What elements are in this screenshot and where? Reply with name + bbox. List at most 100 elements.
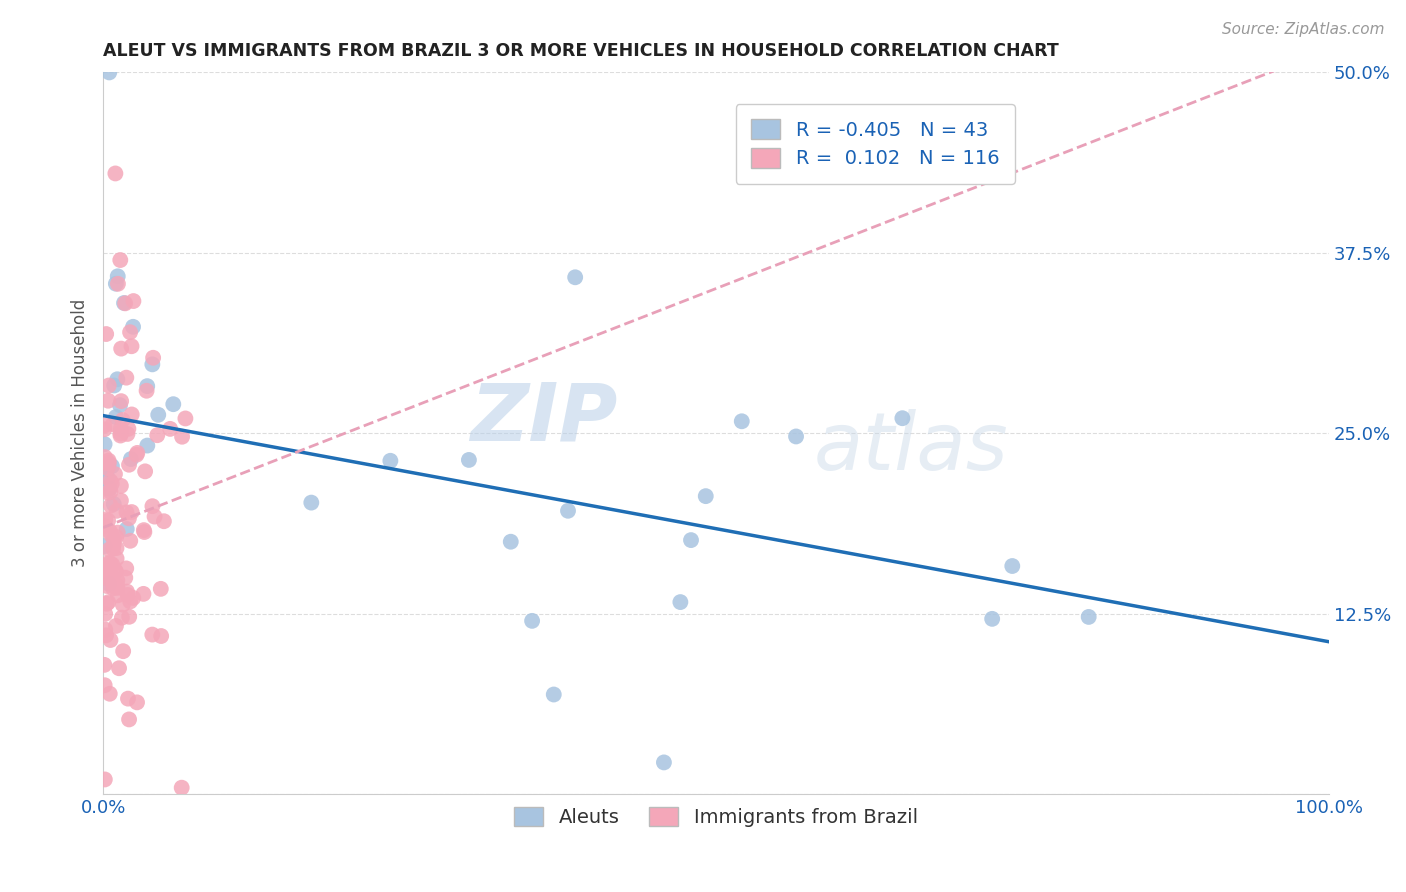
Point [162, 397, 184, 411]
Point [98, 568, 121, 582]
Point [94, 772, 117, 787]
Point [136, 379, 159, 393]
Point [115, 370, 138, 384]
Point [557, 504, 579, 518]
Point [108, 398, 131, 412]
Point [118, 458, 141, 472]
Point [97, 556, 120, 570]
Point [101, 417, 124, 432]
Point [105, 530, 128, 544]
Point [100, 632, 122, 647]
Point [98, 524, 121, 539]
Point [499, 534, 522, 549]
Point [107, 269, 129, 284]
Point [118, 713, 141, 727]
Point [117, 426, 139, 441]
Point [543, 688, 565, 702]
Point [120, 452, 142, 467]
Point [118, 511, 141, 525]
Point [105, 372, 128, 386]
Point [1001, 559, 1024, 574]
Point [97, 485, 120, 500]
Point [120, 533, 142, 548]
Point [93, 539, 115, 553]
Point [118, 609, 141, 624]
Point [679, 533, 702, 547]
Point [110, 493, 132, 508]
Point [146, 428, 169, 442]
Point [97, 461, 120, 475]
Point [107, 525, 129, 540]
Point [141, 499, 163, 513]
Point [132, 587, 155, 601]
Point [101, 582, 124, 596]
Point [100, 499, 122, 513]
Text: ZIP: ZIP [471, 380, 617, 458]
Point [117, 422, 139, 436]
Point [105, 541, 128, 555]
Point [105, 574, 128, 588]
Point [120, 325, 142, 339]
Point [103, 378, 125, 392]
Point [93, 422, 115, 436]
Point [299, 495, 322, 509]
Point [153, 514, 176, 528]
Point [97, 595, 120, 609]
Text: Source: ZipAtlas.com: Source: ZipAtlas.com [1222, 22, 1385, 37]
Point [110, 479, 132, 493]
Point [785, 429, 807, 443]
Point [1077, 610, 1099, 624]
Point [142, 351, 165, 365]
Point [97, 572, 120, 586]
Point [564, 270, 586, 285]
Point [97, 393, 120, 408]
Point [101, 541, 124, 556]
Point [135, 384, 157, 398]
Point [110, 428, 132, 442]
Point [94, 562, 117, 576]
Point [981, 612, 1004, 626]
Point [122, 591, 145, 605]
Point [159, 422, 181, 436]
Point [115, 522, 138, 536]
Point [94, 607, 117, 621]
Point [98, 687, 121, 701]
Point [104, 410, 127, 425]
Point [148, 408, 170, 422]
Point [97, 378, 120, 392]
Point [104, 563, 127, 577]
Point [125, 695, 148, 709]
Point [141, 627, 163, 641]
Point [134, 524, 156, 539]
Point [100, 484, 122, 499]
Point [125, 448, 148, 462]
Point [110, 394, 132, 409]
Point [101, 476, 124, 491]
Y-axis label: 3 or more Vehicles in Household: 3 or more Vehicles in Household [72, 299, 89, 567]
Point [127, 446, 149, 460]
Point [105, 551, 128, 566]
Point [121, 339, 143, 353]
Point [107, 277, 129, 291]
Point [111, 610, 134, 624]
Point [111, 413, 134, 427]
Point [150, 629, 173, 643]
Point [114, 296, 136, 310]
Point [103, 576, 125, 591]
Point [121, 408, 143, 422]
Point [458, 453, 481, 467]
Point [136, 439, 159, 453]
Point [107, 581, 129, 595]
Point [143, 509, 166, 524]
Point [115, 584, 138, 599]
Point [94, 623, 117, 637]
Point [114, 571, 136, 585]
Point [94, 450, 117, 464]
Point [96, 565, 118, 579]
Point [107, 588, 129, 602]
Point [520, 614, 543, 628]
Point [104, 565, 127, 579]
Point [695, 489, 717, 503]
Point [669, 595, 692, 609]
Point [94, 512, 117, 526]
